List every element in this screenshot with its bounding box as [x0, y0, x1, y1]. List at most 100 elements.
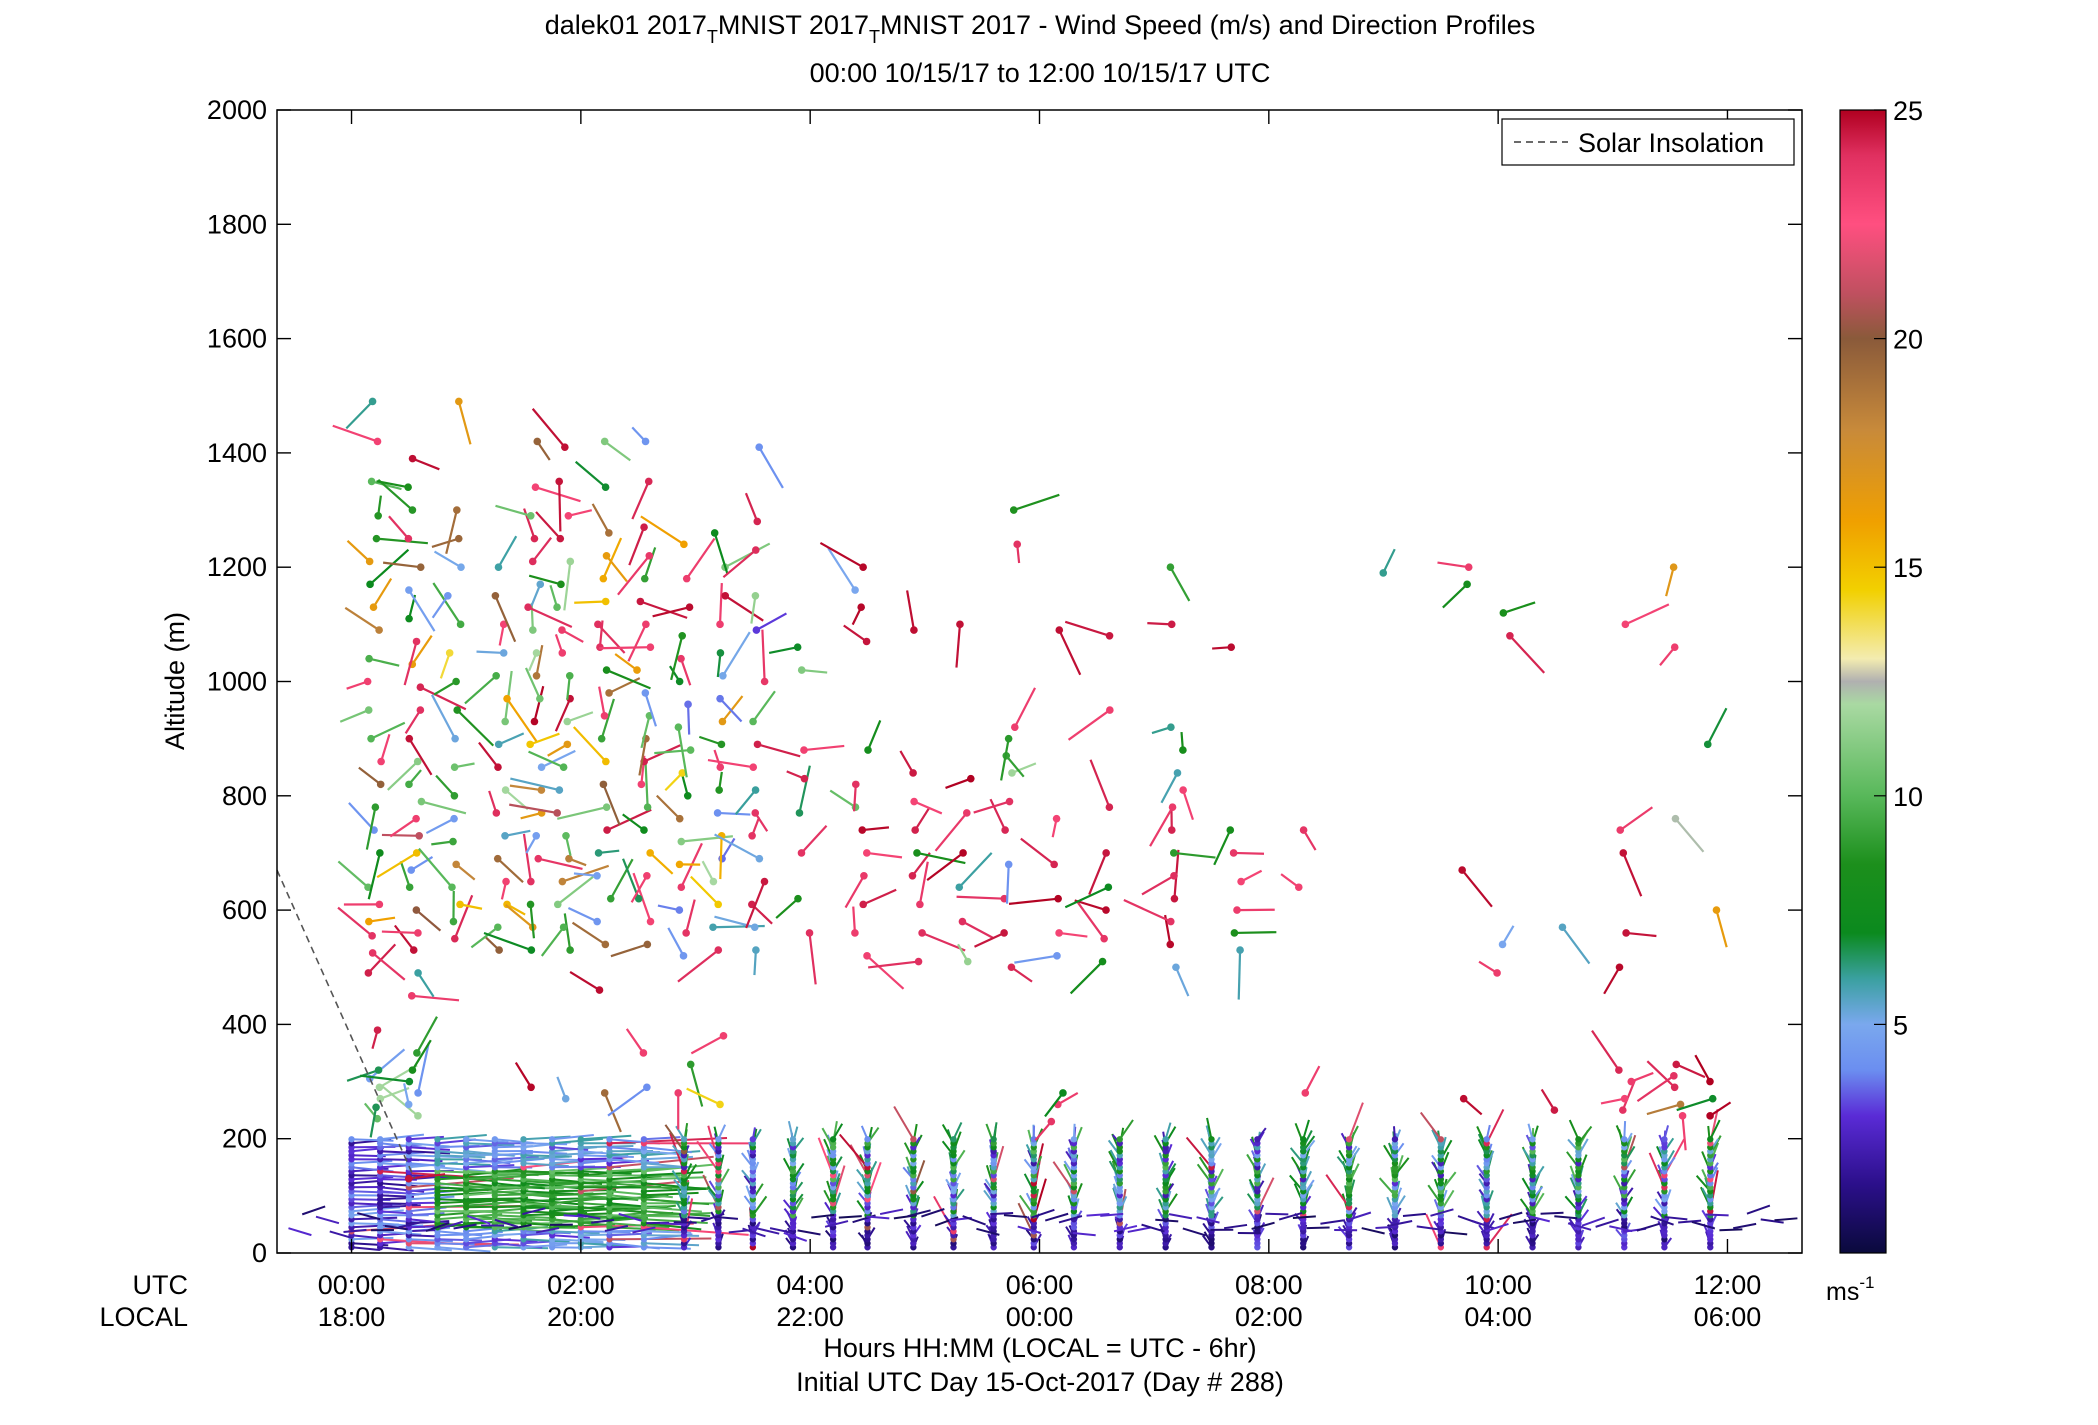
wind-barb	[916, 851, 966, 865]
wind-point	[1706, 1112, 1714, 1120]
lower-wind-profile	[1564, 1119, 1593, 1251]
wind-barb	[351, 1236, 394, 1241]
wind-barb	[643, 1234, 700, 1237]
solar-insolation-line	[276, 869, 416, 1180]
wind-barb	[1636, 1074, 1675, 1103]
surface-wind-barb	[1402, 1212, 1427, 1218]
wind-barb	[1624, 603, 1670, 626]
wind-barb	[417, 1042, 430, 1094]
wind-point	[445, 649, 454, 657]
wind-point	[532, 649, 541, 657]
wind-barb	[899, 750, 915, 774]
wind-barb	[437, 1154, 486, 1159]
wind-barb	[617, 555, 651, 596]
wind-barb	[605, 555, 628, 583]
wind-point	[456, 900, 464, 909]
wind-barb	[686, 1087, 721, 1106]
wind-barb	[1169, 566, 1191, 602]
wind-point	[646, 643, 655, 652]
surface-wind-barb	[494, 1218, 519, 1228]
wind-barb	[417, 972, 435, 998]
wind-point	[752, 946, 760, 954]
wind-barb	[367, 852, 381, 900]
wind-point	[536, 580, 545, 589]
wind-barb	[643, 1162, 688, 1169]
wind-point	[751, 546, 760, 554]
surface-wind-barb	[1361, 1227, 1385, 1235]
wind-barb	[609, 1146, 648, 1152]
surface-wind-barb	[1567, 1222, 1592, 1231]
wind-point	[372, 534, 381, 543]
wind-barb	[1089, 759, 1111, 808]
wind-barb	[377, 479, 414, 511]
wind-barb	[476, 650, 504, 655]
wind-barb	[466, 1138, 509, 1144]
legend: Solar Insolation	[1501, 118, 1795, 166]
chart-title: dalek01 2017TMNIST 2017TMNIST 2017 - Win…	[545, 10, 1536, 47]
wind-barb	[494, 1238, 538, 1243]
wind-barb	[893, 1105, 915, 1140]
wind-barb	[494, 595, 517, 643]
wind-point	[1620, 1094, 1629, 1103]
wind-barb	[371, 480, 402, 491]
wind-barb	[819, 542, 864, 569]
surface-wind-barb	[467, 1215, 491, 1225]
wind-barb	[425, 817, 455, 835]
wind-barb	[523, 1190, 574, 1195]
wind-barb	[408, 1218, 450, 1225]
wind-point	[566, 946, 574, 954]
surface-wind-barb	[1320, 1219, 1344, 1225]
wind-point	[405, 883, 414, 892]
wind-barb	[464, 674, 497, 705]
wind-point	[1179, 786, 1187, 794]
wind-point	[450, 792, 459, 800]
wind-point	[1104, 883, 1113, 892]
wind-barb	[719, 835, 723, 880]
wind-point	[910, 797, 918, 806]
surface-wind-barb	[659, 1222, 683, 1226]
wind-point	[639, 1049, 648, 1057]
upper-wind-profile	[707, 443, 801, 976]
wind-barb	[433, 680, 457, 696]
wind-barb	[640, 515, 685, 546]
wind-barb	[379, 1086, 410, 1100]
wind-barb	[367, 943, 397, 974]
wind-barb	[381, 1085, 419, 1117]
surface-wind-barb	[591, 1218, 615, 1224]
wind-point	[533, 437, 542, 446]
colorbar-tick-label: 15	[1893, 553, 1923, 583]
title-part-1: dalek01 2017	[545, 10, 707, 40]
wind-point	[501, 786, 510, 794]
wind-point	[911, 826, 919, 834]
wind-point	[751, 786, 760, 794]
wind-point	[713, 809, 722, 817]
wind-point	[364, 969, 373, 977]
wind-barb	[974, 931, 1005, 948]
wind-point	[1102, 906, 1110, 914]
wind-barb	[714, 833, 760, 860]
wind-point	[750, 923, 759, 932]
wind-point	[1226, 826, 1235, 834]
wind-barb	[368, 916, 396, 923]
local-tick-label: 18:00	[318, 1302, 386, 1332]
wind-point	[640, 1136, 648, 1143]
upper-wind-profile	[1123, 563, 1216, 997]
surface-wind-barb	[1003, 1214, 1027, 1219]
wind-point	[719, 671, 727, 680]
upper-wind-profile	[956, 493, 1060, 983]
surface-wind-barb	[1733, 1222, 1757, 1230]
local-tick-label: 04:00	[1464, 1302, 1532, 1332]
wind-barb	[989, 798, 1007, 831]
y-tick-label: 1200	[207, 552, 267, 582]
lower-wind-profile	[933, 1122, 966, 1251]
wind-barb	[1462, 1097, 1483, 1116]
wind-point	[405, 734, 414, 743]
wind-barb	[1603, 966, 1621, 995]
wind-point	[449, 917, 458, 926]
wind-barb	[563, 561, 572, 611]
wind-point	[412, 814, 420, 823]
surface-wind-barb	[1512, 1218, 1537, 1225]
wind-point	[531, 483, 540, 491]
wind-barb	[622, 858, 640, 900]
wind-point	[962, 809, 971, 817]
